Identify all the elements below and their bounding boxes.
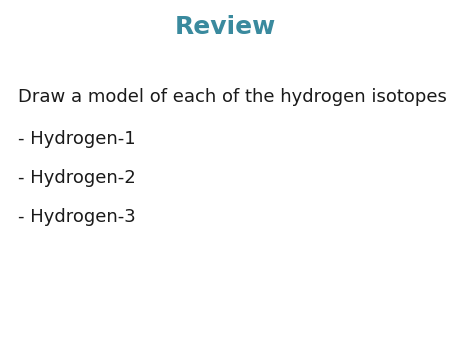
Text: Draw a model of each of the hydrogen isotopes: Draw a model of each of the hydrogen iso… bbox=[18, 88, 447, 106]
Text: - Hydrogen-2: - Hydrogen-2 bbox=[18, 169, 136, 187]
Text: Review: Review bbox=[175, 15, 275, 39]
Text: - Hydrogen-1: - Hydrogen-1 bbox=[18, 130, 135, 148]
Text: - Hydrogen-3: - Hydrogen-3 bbox=[18, 208, 136, 226]
